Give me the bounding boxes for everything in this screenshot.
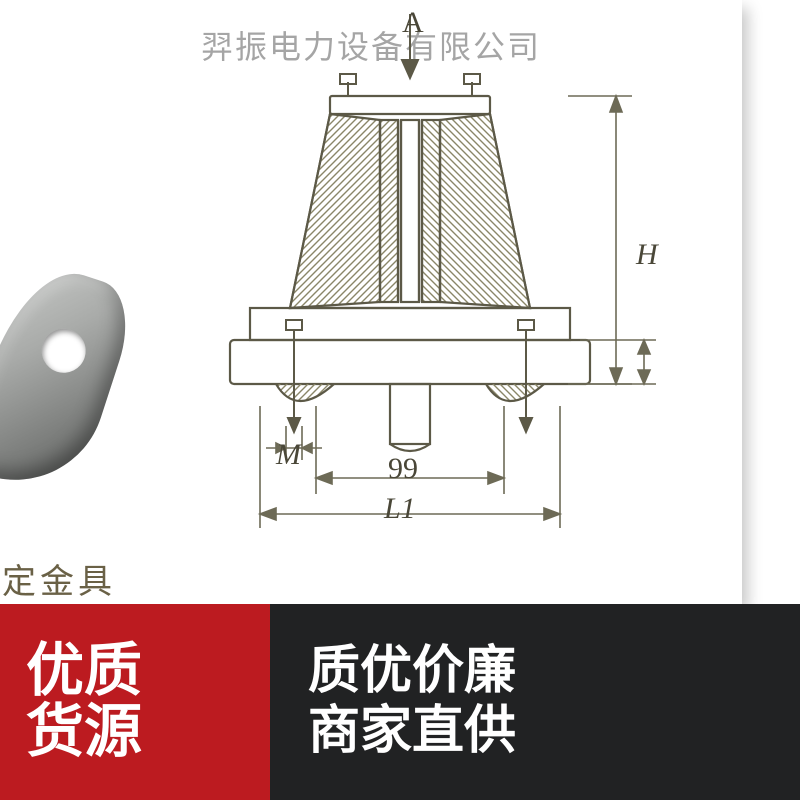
dim-L1: L1 [384, 492, 416, 526]
dim-view-A: A [402, 6, 424, 40]
metal-lug-photo [0, 257, 141, 503]
dim-M: M [276, 438, 301, 472]
promo-right-line1: 质优价廉 [308, 642, 800, 702]
product-page: 羿振电力设备有限公司 定金具 [0, 0, 800, 800]
promo-left-line2: 货源 [26, 702, 270, 763]
dim-H: H [636, 238, 658, 272]
promo-badge-left: 优质 货源 [0, 604, 270, 800]
cropped-category-label: 定金具 [2, 554, 116, 603]
promo-right-line2: 商家直供 [308, 702, 800, 762]
diagram-card: 羿振电力设备有限公司 定金具 [0, 0, 742, 604]
promo-left-line1: 优质 [26, 641, 270, 702]
promo-banner: 优质 货源 质优价廉 商家直供 [0, 604, 800, 800]
promo-badge-right: 质优价廉 商家直供 [270, 604, 800, 800]
technical-drawing [180, 8, 700, 568]
dim-99: 99 [388, 452, 418, 486]
